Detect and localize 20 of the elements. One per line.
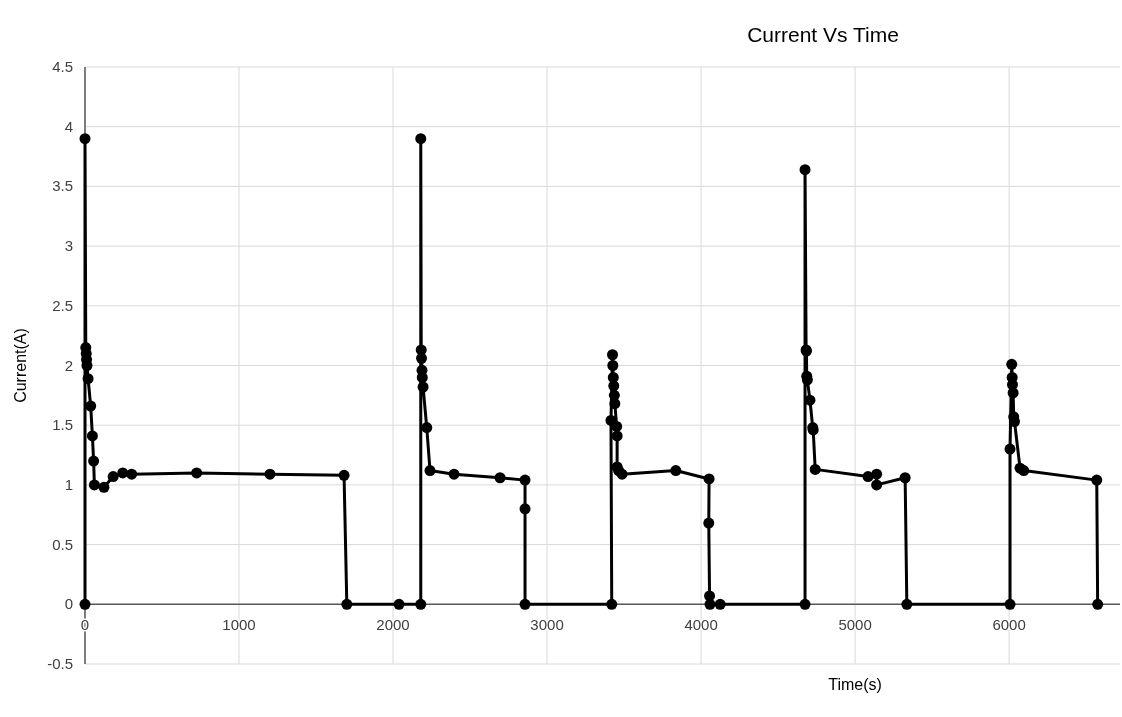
x-tick-label: 2000 [376,616,410,634]
y-tick-label: 1 [64,475,73,493]
x-tick-label: 4000 [684,616,718,634]
chart-title: Current Vs Time [747,23,899,46]
y-tick-label: 0 [64,595,73,613]
y-tick-label: -0.5 [47,655,73,672]
x-tick-label: 6000 [992,616,1026,634]
y-tick-label: 2.5 [52,296,73,314]
y-axis-title: Current(A) [12,328,29,403]
y-tick-label: 4 [64,117,73,135]
y-tick-label: 4.5 [52,58,73,75]
y-tick-label: 3.5 [52,177,73,195]
x-tick-label: 5000 [838,616,872,634]
y-tick-label: 0.5 [52,535,73,553]
x-tick-label: 3000 [530,616,564,634]
x-tick-label: 1000 [222,616,256,634]
y-tick-label: 2 [64,356,73,374]
y-tick-label: 3 [64,237,73,255]
x-axis-title: Time(s) [828,676,882,693]
y-tick-label: 1.5 [52,416,73,434]
